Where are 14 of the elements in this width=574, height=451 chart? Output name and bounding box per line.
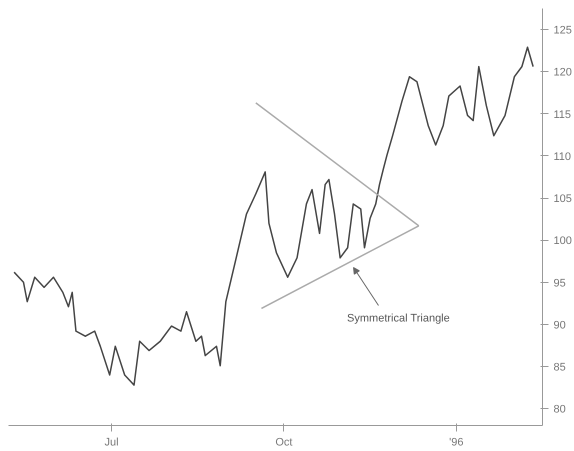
y-tick-label: 100	[554, 235, 572, 248]
y-tick-label: 120	[554, 66, 572, 79]
x-tick-label: Jul	[104, 436, 119, 448]
y-tick-label: 80	[554, 404, 566, 416]
annotation: Symmetrical Triangle	[347, 312, 450, 324]
y-tick-label: 95	[554, 277, 566, 290]
y-tick-label: 125	[554, 24, 572, 37]
y-tick-label: 85	[554, 362, 566, 374]
y-tick-label: 110	[554, 150, 572, 163]
y-tick-label: 115	[554, 108, 572, 121]
x-tick-label: '96	[449, 436, 464, 448]
y-tick-label: 105	[554, 193, 572, 206]
x-tick-label: Oct	[275, 436, 292, 448]
y-tick-label: 90	[554, 319, 566, 332]
